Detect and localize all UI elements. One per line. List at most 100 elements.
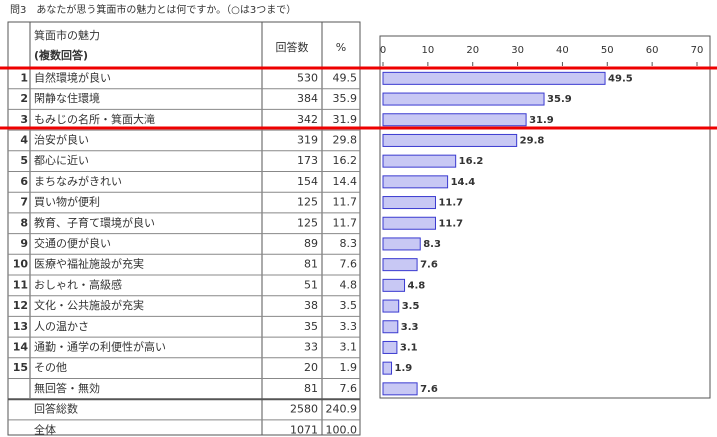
x-tick-label: 10 [421, 45, 434, 56]
bar [382, 175, 449, 189]
bar [382, 340, 398, 354]
total-label: 全体 [34, 422, 56, 436]
bar [382, 258, 418, 272]
item-label: まちなみがきれい [34, 174, 122, 188]
x-tick-label: 30 [511, 45, 524, 56]
item-label: 都心に近い [34, 154, 89, 167]
count: 81 [304, 382, 318, 395]
header-count: 回答数 [276, 40, 309, 54]
bar-label: 49.5 [608, 73, 633, 84]
item-label: もみじの名所・箕面大滝 [34, 112, 155, 126]
bar [382, 133, 518, 147]
percent: 14.4 [333, 175, 358, 188]
item-label: おしゃれ・高級感 [34, 277, 122, 291]
percent: 3.5 [340, 299, 358, 312]
count: 530 [297, 71, 318, 84]
rank: 11 [13, 278, 28, 291]
rank: 14 [13, 340, 29, 353]
bar-label: 29.8 [520, 135, 545, 146]
count: 89 [304, 237, 318, 250]
bar [382, 154, 457, 168]
percent: 7.6 [340, 382, 358, 395]
bar [382, 92, 545, 106]
percent: 31.9 [333, 113, 358, 126]
bar [382, 382, 418, 396]
percent: 1.9 [340, 361, 358, 374]
item-label: 教育、子育て環境が良い [34, 215, 155, 229]
count: 319 [297, 133, 318, 146]
item-label: 人の温かさ [34, 320, 89, 333]
percent: 7.6 [340, 258, 358, 271]
bar-label: 31.9 [529, 115, 554, 126]
table-body: 0 10 20 30 40 50 60 70 1 自然環境が良い 530 49.5 49.5 2 閑静な住環… [8, 45, 703, 436]
rank: 1 [20, 71, 28, 84]
header-note: (複数回答) [34, 48, 88, 62]
x-tick-label: 60 [646, 45, 659, 56]
bar-label: 4.8 [408, 280, 426, 291]
count: 81 [304, 258, 318, 271]
bar-label: 3.3 [401, 322, 419, 333]
count: 342 [297, 113, 318, 126]
bar [382, 320, 399, 334]
x-tick-label: 70 [691, 45, 704, 56]
item-label: 通勤・通学の利便性が高い [34, 339, 166, 353]
bar-label: 3.1 [400, 342, 418, 353]
percent: 35.9 [333, 92, 358, 105]
rank: 2 [20, 92, 28, 105]
bar [382, 237, 421, 251]
bar-label: 3.5 [402, 301, 420, 312]
rank: 15 [13, 361, 28, 374]
item-label: 交通の便が良い [34, 236, 111, 250]
bar-label: 8.3 [423, 239, 441, 250]
percent: 29.8 [333, 133, 358, 146]
x-tick-label: 40 [556, 45, 569, 56]
bar-label: 7.6 [420, 260, 438, 271]
percent: 3.1 [340, 340, 358, 353]
count: 20 [304, 361, 318, 374]
bar-label: 11.7 [438, 198, 463, 209]
bar [382, 113, 527, 127]
bar-label: 11.7 [438, 218, 463, 229]
x-tick-label: 20 [466, 45, 479, 56]
bar-label: 35.9 [547, 94, 572, 105]
percent: 8.3 [340, 237, 358, 250]
percent: 4.8 [340, 278, 358, 291]
item-label: 治安が良い [34, 132, 89, 146]
table-frame [7, 21, 361, 436]
bar-label: 7.6 [420, 384, 438, 395]
count: 173 [297, 154, 318, 167]
total-percent: 100.0 [326, 423, 358, 436]
bar-label: 14.4 [451, 177, 476, 188]
count: 125 [297, 196, 318, 209]
percent: 11.7 [333, 216, 358, 229]
header-item: 箕面市の魅力 [34, 28, 100, 42]
item-label: 買い物が便利 [34, 195, 100, 209]
bar [382, 216, 436, 230]
item-label: 自然環境が良い [34, 70, 111, 84]
percent: 11.7 [333, 196, 358, 209]
count: 38 [304, 299, 318, 312]
bar [382, 196, 436, 210]
total-count: 2580 [290, 403, 318, 416]
bar [382, 71, 606, 85]
count: 125 [297, 216, 318, 229]
percent: 49.5 [333, 71, 358, 84]
count: 35 [304, 320, 318, 333]
title: 問3 あなたが思う箕面市の魅力とは何ですか。（○は3つまで） [10, 3, 296, 16]
x-tick-label: 50 [601, 45, 614, 56]
percent: 3.3 [340, 320, 358, 333]
count: 384 [297, 92, 318, 105]
count: 51 [304, 278, 318, 291]
total-label: 回答総数 [34, 402, 78, 416]
item-label: 無回答・無効 [34, 381, 100, 395]
rank: 5 [20, 154, 28, 167]
item-label: 医療や福祉施設が充実 [34, 257, 144, 271]
rank: 9 [20, 237, 28, 250]
rank: 10 [13, 258, 29, 271]
count: 33 [304, 340, 318, 353]
percent: 16.2 [333, 154, 358, 167]
total-count: 1071 [290, 423, 318, 436]
rank: 13 [13, 320, 28, 333]
rank: 3 [20, 113, 28, 126]
